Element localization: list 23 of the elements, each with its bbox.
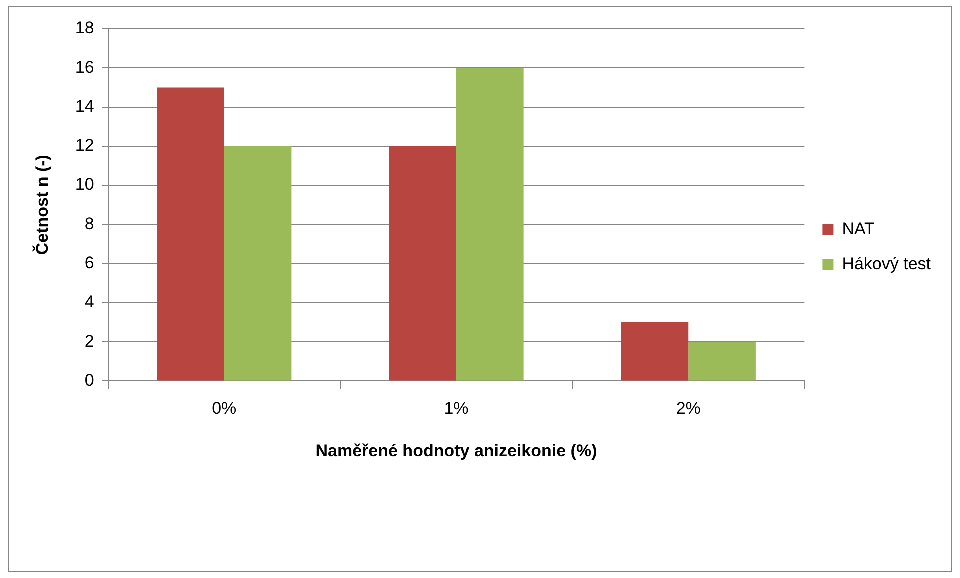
y-tick-label: 2	[84, 332, 94, 351]
y-tick-label: 14	[75, 96, 94, 116]
y-tick-label: 10	[75, 175, 94, 194]
y-tick-label: 18	[75, 18, 94, 38]
y-axis-title: Četnost n (-)	[32, 155, 52, 256]
bar	[224, 146, 292, 381]
x-tick-label: 1%	[444, 399, 469, 418]
x-axis-title: Naměřené hodnoty anizeikonie (%)	[316, 441, 598, 460]
bar	[157, 88, 224, 381]
x-tick-label: 0%	[212, 399, 237, 418]
x-tick-label: 2%	[676, 399, 701, 418]
bar	[621, 322, 689, 381]
y-tick-label: 4	[84, 292, 94, 312]
bar	[389, 146, 456, 381]
y-tick-label: 6	[84, 253, 94, 272]
legend-label: NAT	[842, 220, 875, 239]
bar	[688, 342, 756, 381]
y-tick-label: 12	[75, 136, 94, 156]
y-tick-label: 0	[84, 370, 94, 390]
y-tick-label: 16	[75, 58, 94, 77]
bar	[456, 68, 524, 381]
legend-label: Hákový test	[842, 254, 932, 274]
y-tick-label: 8	[84, 214, 94, 234]
